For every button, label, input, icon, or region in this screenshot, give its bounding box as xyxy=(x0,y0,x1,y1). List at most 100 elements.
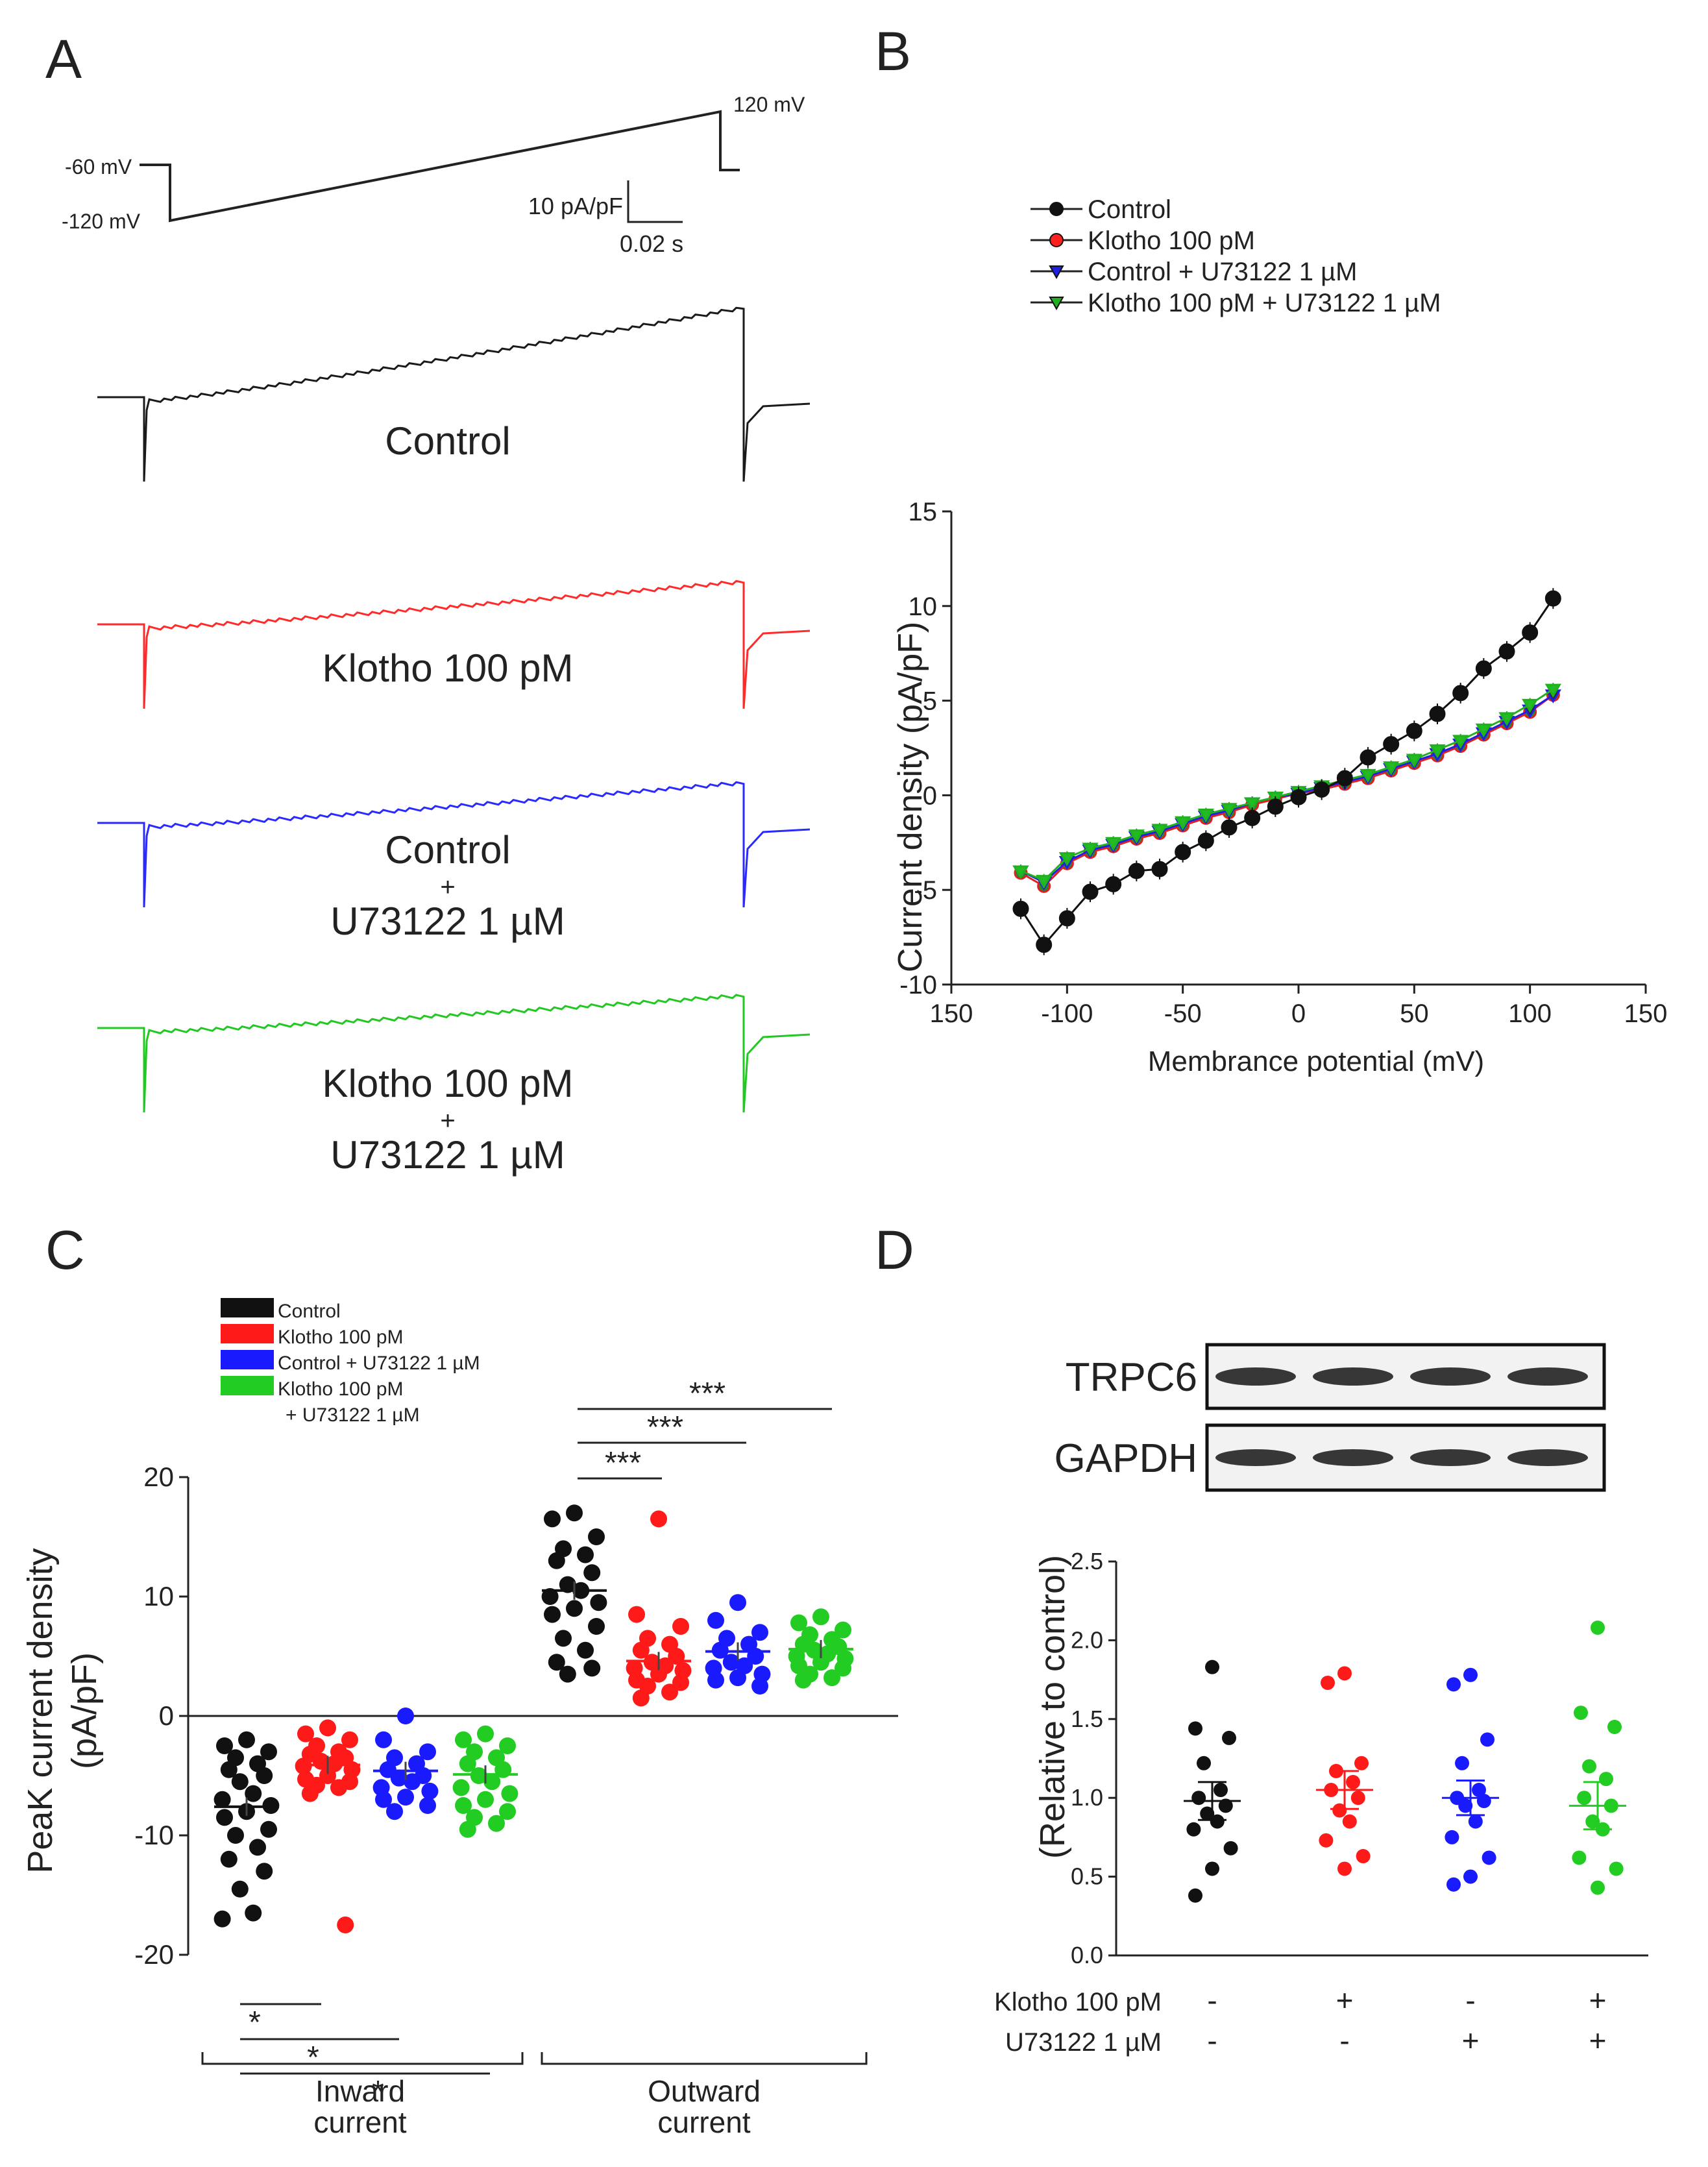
data-point xyxy=(1221,819,1238,836)
data-point xyxy=(220,1761,238,1778)
blot-band xyxy=(1215,1449,1296,1466)
series xyxy=(1012,588,1561,955)
data-point xyxy=(1452,685,1469,702)
data-point xyxy=(1223,1841,1238,1855)
data-point xyxy=(1313,781,1330,798)
condition-sign: - xyxy=(1339,2024,1349,2057)
y-tick-label: 20 xyxy=(143,1462,174,1492)
data-point xyxy=(214,1791,231,1808)
legend-swatch xyxy=(221,1376,274,1395)
data-point xyxy=(249,1839,266,1856)
y-tick-label: 0.0 xyxy=(1071,1942,1103,1968)
legend-label: Klotho 100 pM + U73122 1 µM xyxy=(1088,289,1441,317)
data-point xyxy=(1577,1791,1592,1806)
y-tick-label: 1.5 xyxy=(1071,1706,1103,1732)
data-point xyxy=(1582,1759,1596,1774)
data-point xyxy=(566,1504,583,1522)
data-point xyxy=(729,1669,746,1687)
data-point xyxy=(1452,735,1469,749)
data-point xyxy=(1585,1814,1600,1829)
data-point xyxy=(1574,1706,1588,1720)
data-point xyxy=(1591,1620,1605,1635)
data-point xyxy=(1321,1675,1335,1690)
data-point xyxy=(231,1773,249,1791)
data-point xyxy=(812,1654,829,1671)
western-blot: TRPC6 GAPDH xyxy=(1055,1343,1606,1492)
data-point xyxy=(341,1731,358,1748)
data-point xyxy=(1445,1830,1459,1844)
blot-band xyxy=(1507,1367,1588,1386)
data-point xyxy=(1175,844,1191,861)
y-tick-label: -10 xyxy=(899,971,937,999)
data-point xyxy=(1337,1666,1352,1681)
data-point xyxy=(1337,1861,1352,1876)
data-point xyxy=(1244,797,1261,812)
trace-label: Control xyxy=(385,419,510,463)
data-point xyxy=(590,1594,607,1611)
y-tick-label: 1.0 xyxy=(1071,1784,1103,1811)
legend-marker xyxy=(1049,297,1064,311)
data-point xyxy=(1429,705,1446,722)
data-point xyxy=(632,1689,650,1707)
data-point xyxy=(1218,1798,1233,1813)
panel-label-c: C xyxy=(45,1219,85,1280)
series-line xyxy=(1020,694,1554,884)
data-point xyxy=(577,1546,594,1563)
legend-swatch xyxy=(221,1324,274,1343)
data-point xyxy=(1446,1677,1461,1692)
blot-band xyxy=(1215,1367,1296,1386)
legend: Control Klotho 100 pM Control + U73122 1 µ… xyxy=(221,1298,480,1426)
y-tick-label: 2.5 xyxy=(1071,1548,1103,1574)
data-point xyxy=(588,1528,605,1545)
data-point xyxy=(227,1827,244,1844)
blot-band xyxy=(1410,1449,1491,1466)
significance-label: *** xyxy=(647,1410,683,1445)
legend-label: Control xyxy=(1088,195,1171,224)
data-point xyxy=(1458,1798,1473,1813)
trace-2 xyxy=(97,781,811,908)
legend-label: Klotho 100 pM xyxy=(278,1327,403,1348)
x-tick-label: 0 xyxy=(1291,999,1306,1028)
legend-label: Klotho 100 pM xyxy=(278,1378,403,1400)
condition-sign: - xyxy=(1465,1983,1475,2017)
significance-label: * xyxy=(249,2005,261,2040)
data-point xyxy=(256,1863,273,1880)
legend-marker xyxy=(1049,202,1064,216)
trace-label: + xyxy=(440,1107,455,1135)
data-point xyxy=(1383,761,1400,776)
data-point xyxy=(245,1785,262,1802)
data-point xyxy=(216,1737,233,1754)
data-point xyxy=(397,1789,414,1806)
data-point xyxy=(835,1621,851,1639)
data-point xyxy=(375,1791,392,1808)
data-point xyxy=(499,1737,516,1754)
legend-marker xyxy=(1049,233,1064,247)
data-point xyxy=(1214,1783,1228,1798)
data-point xyxy=(1360,768,1376,783)
data-point xyxy=(488,1815,505,1832)
data-point xyxy=(297,1725,314,1743)
data-point xyxy=(1012,865,1029,879)
data-point xyxy=(1599,1772,1613,1787)
blot-band xyxy=(1507,1449,1588,1466)
data-point xyxy=(337,1916,354,1933)
y-tick-label: -20 xyxy=(134,1939,174,1970)
data-point xyxy=(483,1773,501,1791)
data-point xyxy=(1463,1667,1478,1682)
data-point xyxy=(672,1674,689,1691)
data-point xyxy=(1082,883,1099,900)
blot-band xyxy=(1313,1367,1393,1386)
data-point xyxy=(1175,816,1191,831)
condition-sign: - xyxy=(1207,1983,1217,2017)
data-point xyxy=(661,1683,678,1701)
y-tick-label: 5 xyxy=(923,687,937,716)
data-point xyxy=(632,1641,650,1659)
y-tick-label: 0.5 xyxy=(1071,1863,1103,1890)
data-point xyxy=(1406,753,1422,768)
data-point xyxy=(1346,1774,1360,1789)
data-point xyxy=(459,1755,476,1772)
data-point xyxy=(1342,1814,1357,1829)
data-point xyxy=(566,1600,583,1617)
condition-table: Klotho 100 pM U73122 1 µM - - + - - + + + xyxy=(994,1983,1606,2057)
data-point xyxy=(216,1809,233,1826)
